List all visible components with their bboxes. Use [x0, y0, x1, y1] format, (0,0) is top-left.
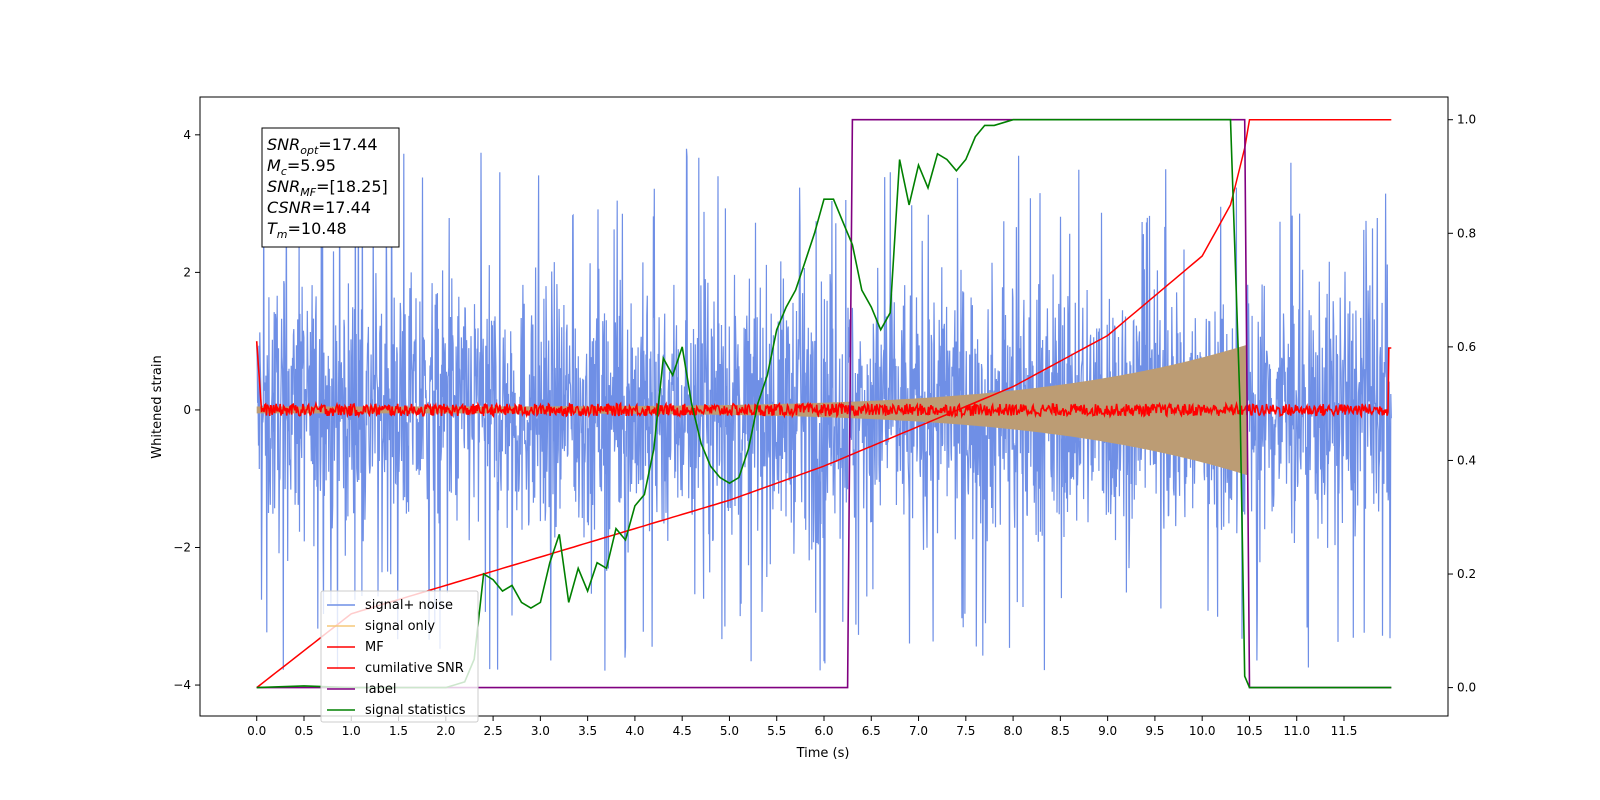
- plot-area: [255, 118, 1392, 689]
- x-tick-label: 6.0: [814, 724, 833, 738]
- annotation-line: SNRopt=17.44: [267, 135, 378, 157]
- x-tick-label: 4.5: [673, 724, 692, 738]
- y2-tick-label: 0.0: [1457, 681, 1476, 695]
- stats-annotation-box: SNRopt=17.44Mc=5.95SNRMF=[18.25]CSNR=17.…: [261, 127, 400, 248]
- x-tick-label: 10.5: [1236, 724, 1263, 738]
- legend-entry-label: signal only: [365, 619, 435, 634]
- y-axis-label: Whitened strain: [150, 355, 165, 458]
- annotation-line: SNRMF=[18.25]: [267, 177, 388, 199]
- x-tick-label: 8.0: [1004, 724, 1023, 738]
- x-tick-label: 7.0: [909, 724, 928, 738]
- y-tick-label: −2: [173, 540, 191, 554]
- x-tick-label: 5.5: [767, 724, 786, 738]
- x-tick-label: 3.5: [578, 724, 597, 738]
- y2-tick-label: 0.8: [1457, 226, 1476, 240]
- x-tick-label: 9.5: [1145, 724, 1164, 738]
- annotation-line: Mc=5.95: [267, 156, 336, 178]
- y2-tick-label: 1.0: [1457, 113, 1476, 127]
- x-tick-label: 5.0: [720, 724, 739, 738]
- x-tick-label: 10.0: [1189, 724, 1216, 738]
- legend-entry-label: cumilative SNR: [365, 661, 464, 676]
- y2-tick-label: 0.6: [1457, 340, 1476, 354]
- series-cumulative-snr: [256, 118, 1392, 689]
- annotation-box-frame: [261, 127, 400, 248]
- x-tick-label: 8.5: [1051, 724, 1070, 738]
- x-tick-label: 0.0: [247, 724, 266, 738]
- x-tick-label: 1.0: [342, 724, 361, 738]
- x-tick-label: 7.5: [956, 724, 975, 738]
- series-mf: [255, 341, 1392, 420]
- x-tick-label: 4.0: [625, 724, 644, 738]
- tick-labels: 0.0 0.5 1.0 1.5 2.0 2.5 3.0 3.5 4.0 4.5 5.0 5.5 6.0 6…: [173, 113, 1476, 738]
- x-tick-label: 3.0: [531, 724, 550, 738]
- annotation-line: Tm=10.48: [267, 219, 347, 241]
- x-tick-label: 1.5: [389, 724, 408, 738]
- x-tick-label: 6.5: [862, 724, 881, 738]
- y2-tick-label: 0.2: [1457, 567, 1476, 581]
- x-tick-label: 2.0: [436, 724, 455, 738]
- x-tick-label: 11.5: [1331, 724, 1358, 738]
- legend: signal+ noise signal only MF cumilative SNR…: [320, 590, 479, 723]
- legend-entry-label: signal+ noise: [365, 598, 453, 613]
- y-tick-label: 0: [183, 403, 191, 417]
- x-tick-label: 0.5: [294, 724, 313, 738]
- x-axis-label: Time (s): [796, 746, 850, 761]
- legend-frame: [320, 590, 479, 723]
- legend-entry-label: signal statistics: [365, 703, 466, 718]
- y2-tick-label: 0.4: [1457, 453, 1476, 467]
- y-tick-label: 2: [183, 265, 191, 279]
- y-tick-label: −4: [173, 678, 191, 692]
- series-signal-only: [256, 344, 1248, 476]
- series-signal-statistics: [256, 118, 1392, 689]
- x-tick-label: 2.5: [484, 724, 503, 738]
- annotation-line: CSNR=17.44: [267, 198, 371, 217]
- legend-entry-label: label: [365, 682, 396, 697]
- x-tick-label: 9.0: [1098, 724, 1117, 738]
- x-tick-label: 11.0: [1283, 724, 1310, 738]
- legend-entry-label: MF: [365, 640, 384, 655]
- y-tick-label: 4: [183, 128, 191, 142]
